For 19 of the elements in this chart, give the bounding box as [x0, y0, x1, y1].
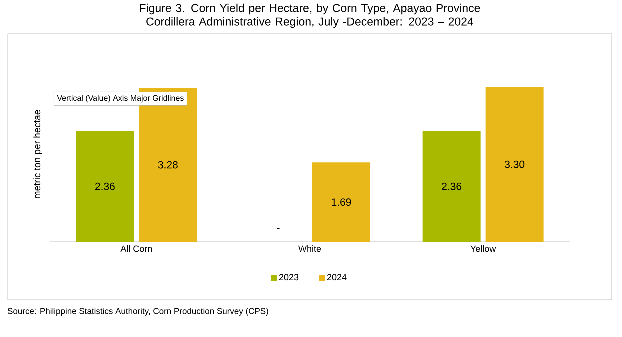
bar [312, 162, 370, 242]
text: - [277, 228, 280, 230]
x-tick-label: White [298, 246, 322, 252]
annotation: Vertical (Value) Axis Major Gridlines [57, 95, 184, 103]
legend-label: 2024 [327, 274, 347, 281]
x-tick-label: All Corn [120, 246, 152, 252]
legend-label: 2023 [279, 274, 299, 281]
bar [422, 131, 481, 242]
data-label: 3.30 [505, 160, 525, 168]
data-label: 3.28 [158, 161, 178, 169]
data-label: 2.36 [442, 182, 462, 190]
data-label: 2.36 [95, 182, 115, 190]
y-axis-title: metric ton per hectae [34, 110, 42, 198]
bar [486, 87, 544, 242]
chart-title: Figure 3. Corn Yield per Hectare, by Corn Type, Apayao Province Cordillera Administrative Region, July -December: 2023 – 2024 [140, 4, 480, 28]
bar [76, 131, 134, 242]
source-note: Source: Philippine Statistics Authority, Corn Production Survey (CPS) [8, 308, 268, 316]
data-label: 1.69 [332, 198, 352, 206]
x-tick-label: Yellow [470, 246, 496, 252]
